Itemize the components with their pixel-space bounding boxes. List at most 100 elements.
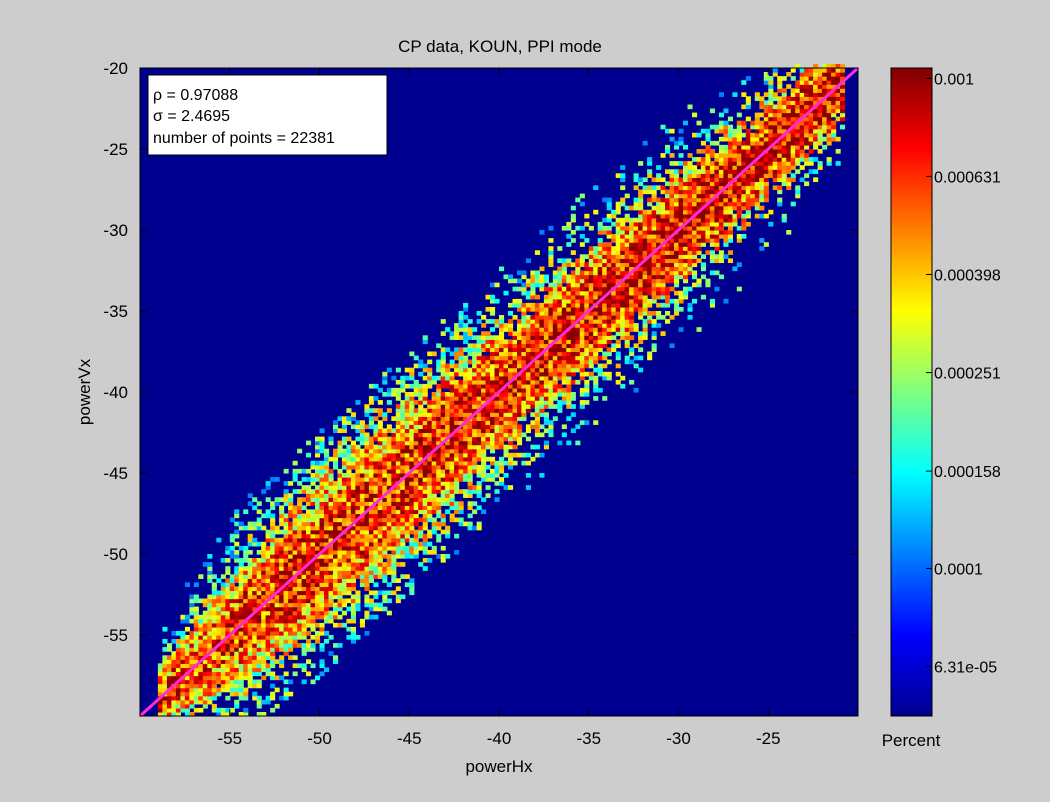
heatmap-cell	[283, 533, 289, 539]
heatmap-cell	[525, 367, 531, 373]
heatmap-cell	[247, 647, 253, 652]
heatmap-cell	[575, 343, 581, 349]
heatmap-cell	[543, 307, 549, 312]
heatmap-cell	[543, 416, 549, 421]
heatmap-cell	[463, 460, 469, 466]
heatmap-cell	[333, 566, 339, 571]
heatmap-cell	[225, 594, 231, 600]
heatmap-cell	[624, 298, 630, 304]
heatmap-cell	[319, 497, 325, 502]
heatmap-cell	[521, 375, 527, 381]
heatmap-cell	[485, 440, 491, 446]
heatmap-cell	[436, 473, 442, 478]
heatmap-cell	[588, 246, 594, 251]
heatmap-cell	[638, 177, 644, 183]
heatmap-cell	[674, 181, 680, 187]
heatmap-cell	[606, 250, 612, 255]
heatmap-cell	[467, 375, 473, 381]
heatmap-cell	[745, 177, 751, 183]
heatmap-cell	[229, 691, 235, 697]
heatmap-cell	[683, 278, 689, 284]
heatmap-cell	[548, 238, 554, 243]
heatmap-cell	[665, 274, 671, 280]
heatmap-cell	[382, 452, 388, 458]
heatmap-cell	[216, 614, 222, 620]
heatmap-cell	[319, 558, 325, 563]
heatmap-cell	[400, 456, 406, 462]
heatmap-cell	[539, 319, 545, 324]
heatmap-cell	[337, 622, 343, 628]
heatmap-cell	[534, 379, 540, 385]
heatmap-cell	[584, 339, 590, 345]
heatmap-cell	[229, 602, 235, 608]
heatmap-cell	[566, 282, 572, 288]
heatmap-cell	[373, 481, 379, 486]
heatmap-cell	[665, 258, 671, 264]
heatmap-cell	[256, 679, 262, 685]
heatmap-cell	[198, 699, 204, 705]
heatmap-cell	[570, 282, 576, 288]
heatmap-cell	[741, 225, 747, 231]
heatmap-cell	[570, 213, 576, 219]
heatmap-cell	[395, 412, 401, 417]
heatmap-cell	[422, 420, 428, 425]
heatmap-cell	[557, 274, 563, 280]
heatmap-cell	[404, 497, 410, 502]
heatmap-cell	[745, 209, 751, 215]
heatmap-cell	[346, 456, 352, 462]
heatmap-cell	[570, 343, 576, 349]
heatmap-cell	[225, 679, 231, 685]
heatmap-cell	[171, 691, 177, 697]
heatmap-cell	[521, 339, 527, 345]
heatmap-cell	[368, 485, 374, 490]
heatmap-cell	[382, 464, 388, 470]
heatmap-cell	[220, 598, 226, 604]
heatmap-cell	[301, 517, 307, 523]
heatmap-cell	[400, 473, 406, 478]
heatmap-cell	[687, 234, 693, 239]
heatmap-cell	[736, 209, 742, 215]
heatmap-cell	[718, 185, 724, 191]
heatmap-cell	[274, 537, 280, 543]
heatmap-cell	[508, 367, 514, 373]
heatmap-cell	[638, 266, 644, 272]
heatmap-cell	[184, 618, 190, 624]
heatmap-cell	[660, 282, 666, 288]
heatmap-cell	[211, 594, 217, 600]
heatmap-cell	[472, 396, 478, 401]
heatmap-cell	[539, 335, 545, 340]
heatmap-cell	[700, 221, 706, 227]
heatmap-cell	[382, 481, 388, 486]
heatmap-cell	[674, 197, 680, 203]
heatmap-cell	[561, 424, 567, 430]
heatmap-cell	[593, 359, 599, 365]
heatmap-cell	[422, 452, 428, 458]
heatmap-cell	[539, 452, 545, 458]
heatmap-cell	[597, 315, 603, 320]
heatmap-cell	[606, 315, 612, 320]
heatmap-cell	[476, 363, 482, 369]
heatmap-cell	[611, 209, 617, 215]
heatmap-cell	[409, 513, 415, 519]
heatmap-cell	[525, 375, 531, 381]
heatmap-cell	[665, 225, 671, 231]
heatmap-cell	[692, 262, 698, 268]
heatmap-cell	[678, 197, 684, 203]
heatmap-cell	[319, 643, 325, 648]
heatmap-cell	[252, 570, 258, 575]
heatmap-cell	[445, 408, 451, 413]
heatmap-cell	[364, 473, 370, 478]
heatmap-cell	[611, 254, 617, 259]
heatmap-cell	[364, 570, 370, 575]
heatmap-cell	[687, 185, 693, 191]
heatmap-cell	[606, 266, 612, 272]
heatmap-cell	[454, 448, 460, 454]
heatmap-cell	[346, 566, 352, 571]
heatmap-cell	[530, 290, 536, 296]
heatmap-cell	[602, 375, 608, 381]
heatmap-cell	[337, 501, 343, 506]
heatmap-cell	[638, 367, 644, 373]
heatmap-cell	[261, 570, 267, 575]
heatmap-cell	[718, 165, 724, 170]
heatmap-cell	[647, 262, 653, 268]
